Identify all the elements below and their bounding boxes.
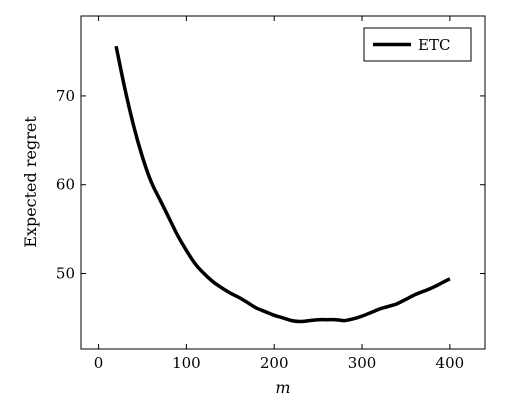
y-tick-label-60: 60 [56,176,75,194]
plot-frame [80,15,486,350]
series-line-etc [114,45,451,324]
y-tick-label-70: 70 [56,87,75,105]
ticks-layer: 0 100 200 300 400 50 60 70 [56,16,485,372]
x-tick-label-100: 100 [172,354,201,372]
x-axis-label: m [275,378,290,397]
y-axis-label: Expected regret [21,116,40,248]
series-layer [114,45,451,324]
x-tick-label-300: 300 [348,354,377,372]
x-tick-label-0: 0 [94,354,104,372]
x-tick-label-200: 200 [260,354,289,372]
x-tick-label-400: 400 [436,354,465,372]
y-tick-label-50: 50 [56,265,75,283]
legend-label-etc: ETC [418,36,450,54]
legend: ETC [363,27,472,62]
